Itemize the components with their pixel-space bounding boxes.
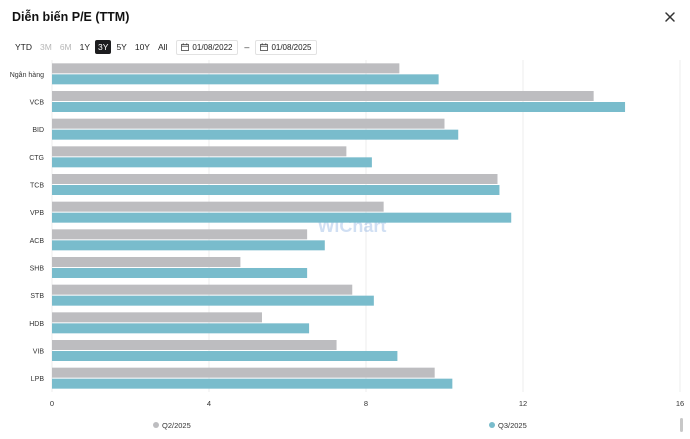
calendar-icon [260, 43, 269, 51]
bar [52, 91, 594, 101]
bar [52, 129, 459, 140]
bar [52, 295, 374, 306]
bar [52, 351, 398, 361]
range-all-button[interactable]: All [157, 42, 168, 52]
date-to-value: 01/08/2025 [271, 42, 312, 52]
range-3y-button[interactable]: 3Y [95, 40, 112, 54]
bar [52, 367, 435, 378]
bar [52, 63, 400, 74]
y-category-label: LPB [31, 376, 45, 383]
x-tick-label: 8 [364, 399, 368, 408]
bar [52, 146, 347, 157]
y-category-label: BID [32, 127, 44, 134]
legend-label: Q3/2025 [498, 421, 527, 430]
bar [52, 240, 325, 251]
range-6m-button[interactable]: 6M [59, 42, 72, 52]
y-category-label: TCB [30, 183, 44, 190]
y-category-label: SHB [30, 266, 45, 273]
bar [52, 312, 262, 323]
bar [52, 118, 445, 129]
range-ytd-button[interactable]: YTD [15, 42, 32, 52]
bar [52, 284, 353, 295]
bar [52, 185, 500, 195]
bar [52, 257, 241, 267]
legend-marker [153, 422, 159, 428]
date-from-value: 01/08/2022 [192, 42, 233, 52]
bar [52, 102, 626, 112]
y-category-label: Ngân hàng [10, 72, 44, 79]
y-category-label: VIB [33, 349, 45, 356]
range-1y-button[interactable]: 1Y [79, 42, 91, 52]
x-tick-label: 0 [50, 399, 54, 408]
bar [52, 378, 453, 389]
bar [52, 268, 308, 278]
bar [52, 74, 439, 85]
date-from-picker[interactable]: 01/08/2022 [176, 39, 239, 55]
bar [52, 157, 372, 168]
y-category-label: VCB [30, 100, 45, 107]
range-10y-button[interactable]: 10Y [134, 42, 150, 52]
y-category-label: HDB [29, 321, 44, 328]
bar [52, 323, 310, 334]
bar [52, 340, 337, 350]
dialog-title: Diễn biến P/E (TTM) [12, 10, 130, 24]
toolbar: YTD 3M 6M 1Y 3Y 5Y 10Y All 01/08/2022 – … [12, 39, 318, 55]
date-to-picker[interactable]: 01/08/2025 [255, 39, 318, 55]
legend-label: Q2/2025 [162, 421, 191, 430]
legend-marker [489, 422, 495, 428]
x-tick-label: 12 [519, 399, 527, 408]
y-category-label: CTG [29, 155, 44, 162]
x-tick-label: 4 [207, 399, 211, 408]
range-5y-button[interactable]: 5Y [116, 42, 127, 52]
calendar-icon [181, 43, 190, 51]
bar [52, 174, 498, 184]
range-3m-button[interactable]: 3M [40, 42, 52, 52]
y-category-label: VPB [30, 210, 44, 217]
close-icon[interactable] [662, 9, 678, 25]
bar [52, 229, 308, 240]
x-tick-label: 16 [676, 399, 684, 408]
y-category-label: STB [30, 293, 44, 300]
bar [52, 201, 384, 212]
y-category-label: ACB [30, 238, 45, 245]
bar [52, 212, 512, 223]
scrollbar[interactable] [680, 418, 683, 432]
date-separator: – [244, 42, 250, 52]
